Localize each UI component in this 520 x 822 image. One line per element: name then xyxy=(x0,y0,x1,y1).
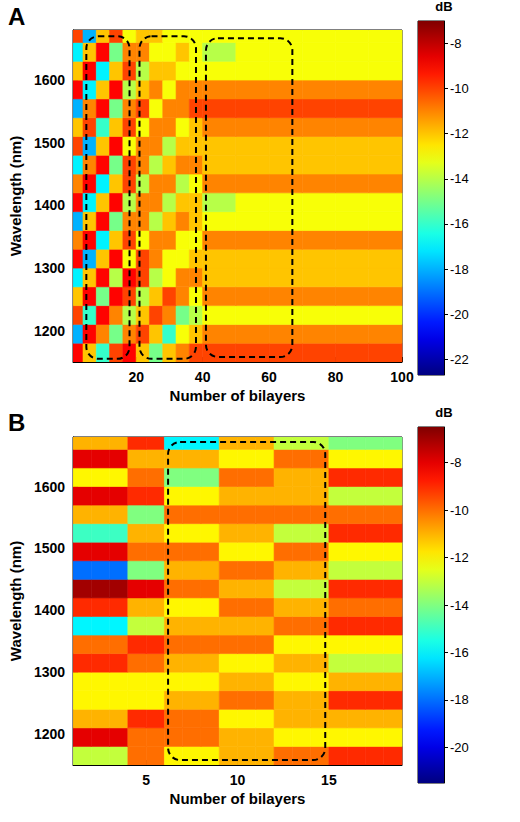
svg-text:-10: -10 xyxy=(450,503,469,518)
svg-text:B: B xyxy=(8,409,25,436)
svg-text:-18: -18 xyxy=(450,262,469,277)
svg-text:-8: -8 xyxy=(450,36,462,51)
svg-text:-22: -22 xyxy=(450,352,469,367)
svg-text:1600: 1600 xyxy=(34,479,65,495)
svg-text:80: 80 xyxy=(328,369,344,385)
svg-text:60: 60 xyxy=(261,369,277,385)
svg-text:5: 5 xyxy=(142,772,150,788)
svg-text:-14: -14 xyxy=(450,598,469,613)
svg-text:-8: -8 xyxy=(450,455,462,470)
svg-text:-16: -16 xyxy=(450,645,469,660)
svg-text:-18: -18 xyxy=(450,692,469,707)
svg-text:-12: -12 xyxy=(450,126,469,141)
svg-text:1500: 1500 xyxy=(34,135,65,151)
svg-text:1300: 1300 xyxy=(34,664,65,680)
svg-text:-14: -14 xyxy=(450,171,469,186)
svg-text:1400: 1400 xyxy=(34,602,65,618)
svg-text:1600: 1600 xyxy=(34,72,65,88)
svg-text:40: 40 xyxy=(195,369,211,385)
svg-text:dB: dB xyxy=(435,405,452,420)
svg-text:-12: -12 xyxy=(450,550,469,565)
svg-text:15: 15 xyxy=(321,772,337,788)
svg-text:-10: -10 xyxy=(450,81,469,96)
svg-text:Wavelength (nm): Wavelength (nm) xyxy=(7,136,24,256)
svg-text:dB: dB xyxy=(435,0,452,14)
svg-text:A: A xyxy=(8,3,25,30)
svg-text:1500: 1500 xyxy=(34,540,65,556)
svg-text:Number of bilayers: Number of bilayers xyxy=(170,387,306,404)
svg-text:-20: -20 xyxy=(450,307,469,322)
svg-text:100: 100 xyxy=(390,369,414,385)
svg-text:1300: 1300 xyxy=(34,260,65,276)
svg-text:10: 10 xyxy=(230,772,246,788)
svg-text:Wavelength (nm): Wavelength (nm) xyxy=(7,541,24,661)
svg-text:-16: -16 xyxy=(450,216,469,231)
svg-text:1200: 1200 xyxy=(34,726,65,742)
svg-text:1400: 1400 xyxy=(34,197,65,213)
svg-text:Number of bilayers: Number of bilayers xyxy=(170,790,306,807)
svg-text:-20: -20 xyxy=(450,740,469,755)
svg-text:1200: 1200 xyxy=(34,323,65,339)
svg-text:20: 20 xyxy=(128,369,144,385)
